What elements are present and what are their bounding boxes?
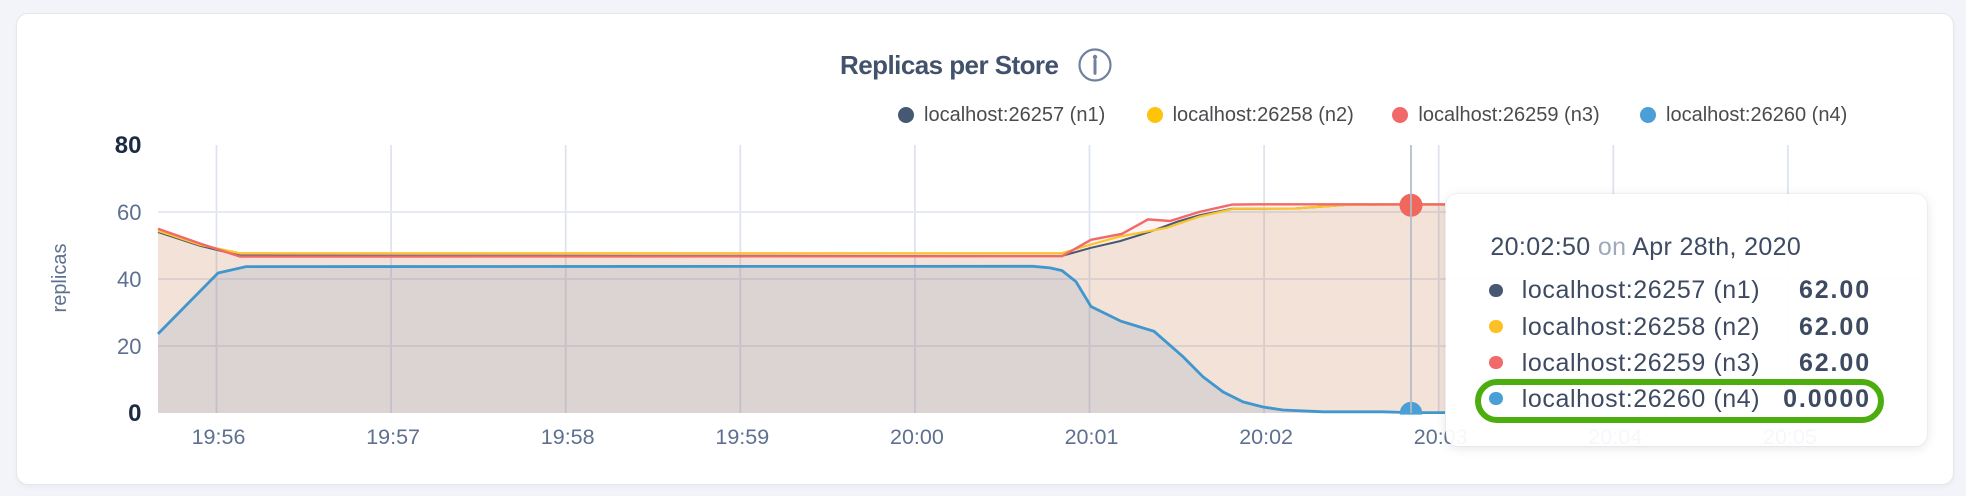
svg-text:20:02: 20:02 xyxy=(1239,425,1293,449)
svg-text:20:00: 20:00 xyxy=(890,425,944,449)
svg-text:19:59: 19:59 xyxy=(715,425,769,449)
svg-text:19:56: 19:56 xyxy=(192,425,246,449)
svg-text:40: 40 xyxy=(117,267,141,292)
svg-text:19:57: 19:57 xyxy=(366,425,420,449)
svg-text:replicas: replicas xyxy=(49,244,71,313)
svg-text:80: 80 xyxy=(115,132,142,159)
svg-text:20:01: 20:01 xyxy=(1065,425,1119,449)
svg-text:19:58: 19:58 xyxy=(541,425,595,449)
svg-text:60: 60 xyxy=(117,200,141,225)
svg-text:20: 20 xyxy=(117,334,141,359)
svg-text:0: 0 xyxy=(128,400,141,427)
